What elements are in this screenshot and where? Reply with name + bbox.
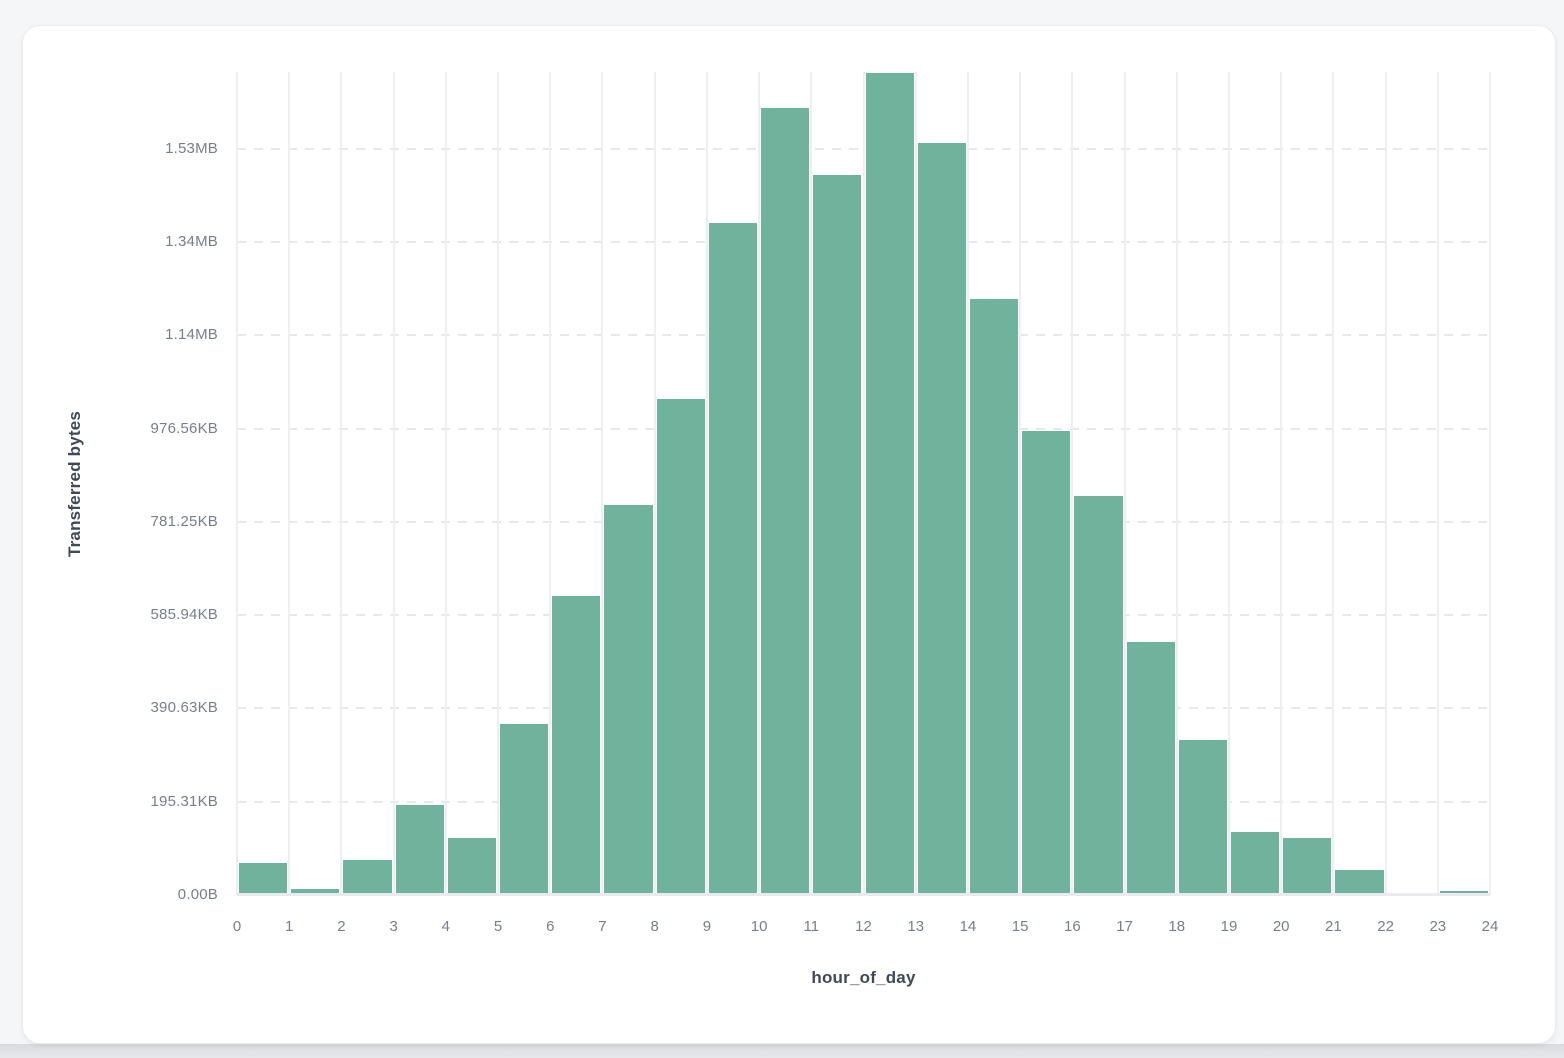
x-tick-label: 13 [907,918,925,935]
vertical-gridline [1175,72,1178,895]
bar-hour-4[interactable] [446,837,498,895]
vertical-gridline [340,72,343,895]
vertical-gridline [1019,72,1022,895]
x-tick-label: 14 [959,918,977,935]
vertical-gridline [288,72,291,895]
x-tick-label: 20 [1272,918,1290,935]
x-tick-label: 1 [285,918,294,935]
bar-hour-23[interactable] [1438,889,1489,895]
x-tick-label: 8 [650,918,659,935]
vertical-gridline [1123,72,1126,895]
bar-hour-15[interactable] [1021,430,1072,895]
vertical-gridline [1227,72,1230,895]
x-tick-label: 7 [598,918,607,935]
x-tick-label: 0 [232,918,242,935]
vertical-gridline [1332,72,1335,895]
y-tick-label: 1.14MB [165,326,218,344]
x-tick-label: 18 [1168,918,1186,935]
bar-hour-7[interactable] [603,503,654,895]
bar-hour-6[interactable] [551,595,602,895]
y-tick-label: 1.34MB [165,233,218,251]
bar-hour-0[interactable] [238,861,289,895]
vertical-gridline [1436,72,1439,895]
vertical-gridline [914,72,917,895]
bar-hour-21[interactable] [1334,868,1385,895]
plot-area [236,72,1491,896]
vertical-gridline [862,72,865,895]
x-tick-label: 11 [803,918,820,935]
bar-hour-18[interactable] [1177,738,1228,895]
vertical-gridline [705,72,708,895]
vertical-gridline [549,72,552,895]
y-tick-label: 1.53MB [165,139,218,157]
vertical-gridline [236,72,238,895]
bar-hour-10[interactable] [760,106,811,895]
x-axis-line [237,893,1490,896]
x-tick-label: 6 [546,918,555,935]
bar-hour-9[interactable] [707,222,759,895]
x-tick-label: 23 [1429,918,1447,935]
bar-hour-3[interactable] [394,804,445,895]
bar-hour-8[interactable] [655,397,706,895]
bar-hour-12[interactable] [864,72,915,895]
vertical-gridline [1280,72,1283,895]
x-tick-label: 15 [1011,918,1029,935]
x-tick-label: 2 [337,918,346,935]
vertical-gridline [758,72,761,895]
vertical-gridline [497,72,500,895]
vertical-gridline [966,72,969,895]
bar-hour-13[interactable] [916,141,967,895]
vertical-gridline [1071,72,1074,895]
bar-hour-17[interactable] [1125,640,1176,895]
vertical-gridline [392,72,395,895]
vertical-gridline [444,72,447,895]
x-tick-label: 5 [493,918,503,935]
vertical-gridline [1384,72,1387,895]
x-axis-title: hour_of_day [811,968,916,987]
x-tick-label: 19 [1220,918,1238,935]
x-tick-label: 9 [702,918,712,935]
x-tick-label: 4 [441,918,450,935]
bar-hour-11[interactable] [812,174,863,895]
bar-hour-5[interactable] [499,722,550,895]
vertical-gridline [810,72,813,895]
x-tick-label: 10 [750,918,768,935]
y-tick-label: 390.63KB [150,699,218,717]
x-tick-label: 21 [1325,918,1342,935]
vertical-gridline [1489,72,1491,895]
x-tick-label: 22 [1377,918,1394,935]
y-tick-label: 0.00B [177,886,218,903]
x-tick-label: 12 [855,918,872,935]
x-tick-label: 17 [1116,918,1133,935]
y-tick-label: 585.94KB [150,606,218,624]
x-tick-label: 24 [1481,918,1499,935]
bar-hour-16[interactable] [1073,494,1124,895]
y-tick-label: 976.56KB [150,419,218,437]
y-tick-label: 195.31KB [150,792,218,810]
bar-hour-14[interactable] [968,298,1020,895]
vertical-gridline [653,72,656,895]
bar-hour-1[interactable] [290,888,341,895]
bar-hour-2[interactable] [342,859,393,895]
y-tick-label: 781.25KB [150,512,218,530]
bar-hour-20[interactable] [1282,837,1333,895]
bar-hour-19[interactable] [1229,831,1281,895]
x-tick-label: 16 [1063,918,1081,935]
page-bottom-band [0,1044,1564,1058]
x-tick-label: 3 [389,918,398,935]
vertical-gridline [601,72,604,895]
